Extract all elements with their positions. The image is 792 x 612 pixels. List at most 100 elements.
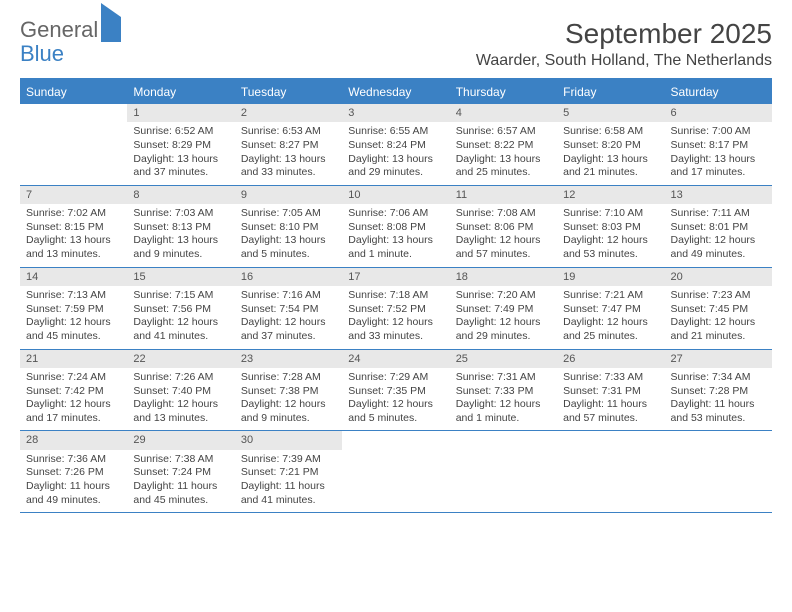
sunset-line: Sunset: 7:42 PM <box>26 385 121 399</box>
week-row: 1Sunrise: 6:52 AMSunset: 8:29 PMDaylight… <box>20 104 772 186</box>
sunrise-line: Sunrise: 7:26 AM <box>133 371 228 385</box>
daylight-line: Daylight: 12 hours and 33 minutes. <box>348 316 443 343</box>
day-body: Sunrise: 7:18 AMSunset: 7:52 PMDaylight:… <box>342 286 449 349</box>
day-cell: 20Sunrise: 7:23 AMSunset: 7:45 PMDayligh… <box>665 268 772 349</box>
sunset-line: Sunset: 8:22 PM <box>456 139 551 153</box>
day-number: 28 <box>20 431 127 449</box>
calendar: Sunday Monday Tuesday Wednesday Thursday… <box>20 78 772 513</box>
day-cell: 1Sunrise: 6:52 AMSunset: 8:29 PMDaylight… <box>127 104 234 185</box>
sunrise-line: Sunrise: 7:06 AM <box>348 207 443 221</box>
logo-triangle-icon <box>101 3 121 42</box>
day-number: 11 <box>450 186 557 204</box>
sunrise-line: Sunrise: 7:10 AM <box>563 207 658 221</box>
daylight-line: Daylight: 12 hours and 17 minutes. <box>26 398 121 425</box>
day-body: Sunrise: 6:53 AMSunset: 8:27 PMDaylight:… <box>235 122 342 185</box>
day-body: Sunrise: 7:28 AMSunset: 7:38 PMDaylight:… <box>235 368 342 431</box>
day-body: Sunrise: 7:16 AMSunset: 7:54 PMDaylight:… <box>235 286 342 349</box>
daylight-line: Daylight: 12 hours and 13 minutes. <box>133 398 228 425</box>
sunrise-line: Sunrise: 6:52 AM <box>133 125 228 139</box>
day-body: Sunrise: 7:05 AMSunset: 8:10 PMDaylight:… <box>235 204 342 267</box>
sunset-line: Sunset: 7:21 PM <box>241 466 336 480</box>
day-body: Sunrise: 7:24 AMSunset: 7:42 PMDaylight:… <box>20 368 127 431</box>
header: General Blue September 2025 Waarder, Sou… <box>20 18 772 70</box>
day-body: Sunrise: 7:10 AMSunset: 8:03 PMDaylight:… <box>557 204 664 267</box>
sunset-line: Sunset: 8:20 PM <box>563 139 658 153</box>
daylight-line: Daylight: 13 hours and 25 minutes. <box>456 153 551 180</box>
day-number: 30 <box>235 431 342 449</box>
day-cell: 25Sunrise: 7:31 AMSunset: 7:33 PMDayligh… <box>450 350 557 431</box>
daylight-line: Daylight: 13 hours and 5 minutes. <box>241 234 336 261</box>
sunrise-line: Sunrise: 7:08 AM <box>456 207 551 221</box>
daylight-line: Daylight: 12 hours and 25 minutes. <box>563 316 658 343</box>
day-body: Sunrise: 7:02 AMSunset: 8:15 PMDaylight:… <box>20 204 127 267</box>
weekday-thu: Thursday <box>450 80 557 104</box>
day-number: 21 <box>20 350 127 368</box>
daylight-line: Daylight: 13 hours and 1 minute. <box>348 234 443 261</box>
weekday-wed: Wednesday <box>342 80 449 104</box>
weekday-header: Sunday Monday Tuesday Wednesday Thursday… <box>20 80 772 104</box>
day-body: Sunrise: 7:39 AMSunset: 7:21 PMDaylight:… <box>235 450 342 513</box>
sunset-line: Sunset: 7:52 PM <box>348 303 443 317</box>
sunset-line: Sunset: 8:10 PM <box>241 221 336 235</box>
day-cell: 7Sunrise: 7:02 AMSunset: 8:15 PMDaylight… <box>20 186 127 267</box>
day-number: 16 <box>235 268 342 286</box>
weekday-tue: Tuesday <box>235 80 342 104</box>
daylight-line: Daylight: 13 hours and 21 minutes. <box>563 153 658 180</box>
weekday-sat: Saturday <box>665 80 772 104</box>
week-row: 7Sunrise: 7:02 AMSunset: 8:15 PMDaylight… <box>20 186 772 268</box>
daylight-line: Daylight: 12 hours and 5 minutes. <box>348 398 443 425</box>
sunrise-line: Sunrise: 7:20 AM <box>456 289 551 303</box>
day-cell: 6Sunrise: 7:00 AMSunset: 8:17 PMDaylight… <box>665 104 772 185</box>
day-number: 5 <box>557 104 664 122</box>
sunset-line: Sunset: 7:31 PM <box>563 385 658 399</box>
day-number: 4 <box>450 104 557 122</box>
sunrise-line: Sunrise: 7:36 AM <box>26 453 121 467</box>
daylight-line: Daylight: 13 hours and 37 minutes. <box>133 153 228 180</box>
sunset-line: Sunset: 7:49 PM <box>456 303 551 317</box>
sunset-line: Sunset: 8:27 PM <box>241 139 336 153</box>
logo-word-1: General <box>20 17 98 42</box>
daylight-line: Daylight: 12 hours and 9 minutes. <box>241 398 336 425</box>
daylight-line: Daylight: 11 hours and 41 minutes. <box>241 480 336 507</box>
day-cell: 19Sunrise: 7:21 AMSunset: 7:47 PMDayligh… <box>557 268 664 349</box>
daylight-line: Daylight: 11 hours and 57 minutes. <box>563 398 658 425</box>
sunset-line: Sunset: 7:33 PM <box>456 385 551 399</box>
location: Waarder, South Holland, The Netherlands <box>476 52 772 70</box>
day-cell: 13Sunrise: 7:11 AMSunset: 8:01 PMDayligh… <box>665 186 772 267</box>
day-cell <box>342 431 449 512</box>
day-cell: 14Sunrise: 7:13 AMSunset: 7:59 PMDayligh… <box>20 268 127 349</box>
sunrise-line: Sunrise: 7:00 AM <box>671 125 766 139</box>
sunset-line: Sunset: 7:26 PM <box>26 466 121 480</box>
day-body: Sunrise: 6:58 AMSunset: 8:20 PMDaylight:… <box>557 122 664 185</box>
sunrise-line: Sunrise: 7:28 AM <box>241 371 336 385</box>
day-body: Sunrise: 7:13 AMSunset: 7:59 PMDaylight:… <box>20 286 127 349</box>
day-number: 24 <box>342 350 449 368</box>
day-number: 9 <box>235 186 342 204</box>
day-number: 17 <box>342 268 449 286</box>
daylight-line: Daylight: 13 hours and 9 minutes. <box>133 234 228 261</box>
logo: General Blue <box>20 18 121 66</box>
daylight-line: Daylight: 11 hours and 45 minutes. <box>133 480 228 507</box>
sunrise-line: Sunrise: 7:38 AM <box>133 453 228 467</box>
week-row: 28 Sunrise: 7:36 AMSunset: 7:26 PM Dayligh… <box>20 431 772 513</box>
sunset-line: Sunset: 8:15 PM <box>26 221 121 235</box>
day-cell <box>557 431 664 512</box>
day-cell: 22Sunrise: 7:26 AMSunset: 7:40 PMDayligh… <box>127 350 234 431</box>
daylight-line: Daylight: 12 hours and 53 minutes. <box>563 234 658 261</box>
sunset-line: Sunset: 8:06 PM <box>456 221 551 235</box>
sunrise-line: Sunrise: 7:18 AM <box>348 289 443 303</box>
day-number: 18 <box>450 268 557 286</box>
day-cell: 10Sunrise: 7:06 AMSunset: 8:08 PMDayligh… <box>342 186 449 267</box>
day-number: 8 <box>127 186 234 204</box>
day-body: Sunrise: 7:08 AMSunset: 8:06 PMDaylight:… <box>450 204 557 267</box>
sunrise-line: Sunrise: 7:02 AM <box>26 207 121 221</box>
sunset-line: Sunset: 7:45 PM <box>671 303 766 317</box>
day-number: 29 <box>127 431 234 449</box>
day-number: 2 <box>235 104 342 122</box>
day-cell: 5Sunrise: 6:58 AMSunset: 8:20 PMDaylight… <box>557 104 664 185</box>
day-body: Sunrise: 7:34 AMSunset: 7:28 PMDaylight:… <box>665 368 772 431</box>
day-body: Sunrise: 7:33 AMSunset: 7:31 PMDaylight:… <box>557 368 664 431</box>
day-number: 20 <box>665 268 772 286</box>
sunset-line: Sunset: 8:24 PM <box>348 139 443 153</box>
day-cell: 9Sunrise: 7:05 AMSunset: 8:10 PMDaylight… <box>235 186 342 267</box>
